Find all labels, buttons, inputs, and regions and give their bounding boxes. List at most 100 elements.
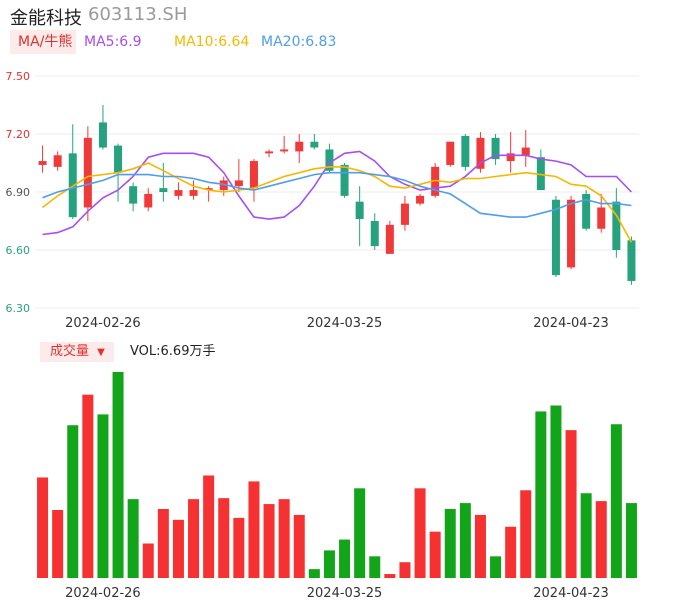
candle-body <box>38 161 47 165</box>
y-tick-label: 6.90 <box>6 186 31 199</box>
candle-body <box>521 147 530 156</box>
ma5-label: MA5:6.9 <box>84 34 142 50</box>
candle-body <box>325 149 334 171</box>
candle-body <box>340 164 349 196</box>
volume-bar <box>354 488 366 578</box>
candle-body <box>98 122 107 148</box>
volume-bar <box>444 509 456 578</box>
stock-name: 金能科技 <box>10 8 82 29</box>
candle-body <box>265 151 274 154</box>
candle-body <box>53 155 62 167</box>
candlestick-chart[interactable]: 7.50 7.20 6.90 6.60 6.30 2024-02-26 2024-03-25… <box>0 0 686 330</box>
candle-body <box>551 199 560 276</box>
x-tick-label: 2024-04-23 <box>533 586 609 601</box>
volume-bar <box>429 531 441 578</box>
candle-body <box>431 166 440 196</box>
volume-bar <box>172 519 184 578</box>
volume-bar <box>459 503 471 578</box>
volume-bar <box>188 499 200 578</box>
volume-bar <box>203 475 215 578</box>
volume-bar <box>565 430 577 578</box>
candle-body <box>295 141 304 152</box>
y-tick-label: 6.30 <box>6 302 31 315</box>
volume-indicator-label: 成交量 <box>50 344 90 359</box>
volume-bar <box>293 514 305 578</box>
volume-bar <box>369 556 381 578</box>
volume-bar <box>490 556 502 578</box>
volume-bar <box>308 569 320 578</box>
volume-bar <box>520 490 532 578</box>
volume-bar <box>474 514 486 578</box>
volume-bar <box>625 503 637 578</box>
volume-bar <box>323 550 335 578</box>
ma10-label: MA10:6.64 <box>174 34 250 50</box>
candle-body <box>627 240 636 281</box>
volume-bar <box>127 499 139 578</box>
candle-body <box>612 201 621 250</box>
volume-bar <box>399 562 411 578</box>
volume-value: VOL:6.69万手 <box>130 344 216 359</box>
volume-bar <box>610 424 622 578</box>
volume-bar <box>339 539 351 578</box>
x-tick-label: 2024-02-26 <box>65 586 141 601</box>
volume-bar <box>112 372 124 578</box>
stock-code: 603113.SH <box>88 4 188 25</box>
candle-body <box>416 195 425 204</box>
volume-bar <box>263 504 275 578</box>
candle-body <box>370 221 379 247</box>
candle-body <box>114 145 123 173</box>
candle-body <box>461 135 470 167</box>
x-tick-label: 2024-03-25 <box>307 316 383 330</box>
candle-body <box>310 141 319 148</box>
x-tick-label: 2024-04-23 <box>533 316 609 330</box>
volume-bar <box>67 425 79 578</box>
ma10-line <box>42 162 633 243</box>
volume-bar <box>157 509 169 578</box>
x-tick-label: 2024-02-26 <box>65 316 141 330</box>
candle-body <box>567 199 576 268</box>
volume-bar <box>414 488 426 578</box>
volume-bar <box>218 498 230 578</box>
candle-body <box>204 188 213 191</box>
candle-body <box>129 186 138 204</box>
x-tick-label: 2024-03-25 <box>307 586 383 601</box>
candle-body <box>400 203 409 225</box>
volume-bar <box>248 481 260 578</box>
candle-body <box>476 137 485 169</box>
ma20-line <box>42 171 632 218</box>
candle-body <box>446 141 455 165</box>
volume-bar <box>82 394 94 578</box>
candle-body <box>234 180 243 187</box>
candle-body <box>144 193 153 208</box>
candle-body <box>189 190 198 196</box>
candle-body <box>355 201 364 220</box>
volume-indicator-button[interactable]: 成交量 ▼ <box>40 342 114 362</box>
volume-chart[interactable]: 2024-02-26 2024-03-25 2024-04-23 <box>0 366 686 606</box>
volume-bar <box>550 405 562 578</box>
candle-body <box>597 207 606 229</box>
ma20-label: MA20:6.83 <box>261 34 337 50</box>
candle-body <box>219 180 228 191</box>
volume-bar <box>233 517 245 578</box>
volume-bar <box>142 543 154 578</box>
dropdown-arrow-icon: ▼ <box>97 347 105 358</box>
candle-body <box>506 153 515 162</box>
candle-body <box>491 137 500 160</box>
candle-body <box>83 137 92 208</box>
volume-bar <box>52 509 64 578</box>
volume-bar <box>37 477 49 578</box>
volume-bar <box>278 499 290 578</box>
y-tick-label: 7.20 <box>6 128 31 141</box>
candle-body <box>68 153 77 218</box>
candle-body <box>174 190 183 196</box>
ma5-line <box>42 150 632 236</box>
volume-bar <box>97 414 109 578</box>
ma-selector-button[interactable]: MA/牛熊 <box>10 30 76 54</box>
volume-bar <box>580 493 592 578</box>
y-tick-label: 6.60 <box>6 244 31 257</box>
candle-body <box>249 161 258 189</box>
candle-body <box>536 157 545 191</box>
candle-body <box>280 149 289 152</box>
candle-body <box>159 188 168 192</box>
volume-bar <box>595 501 607 578</box>
